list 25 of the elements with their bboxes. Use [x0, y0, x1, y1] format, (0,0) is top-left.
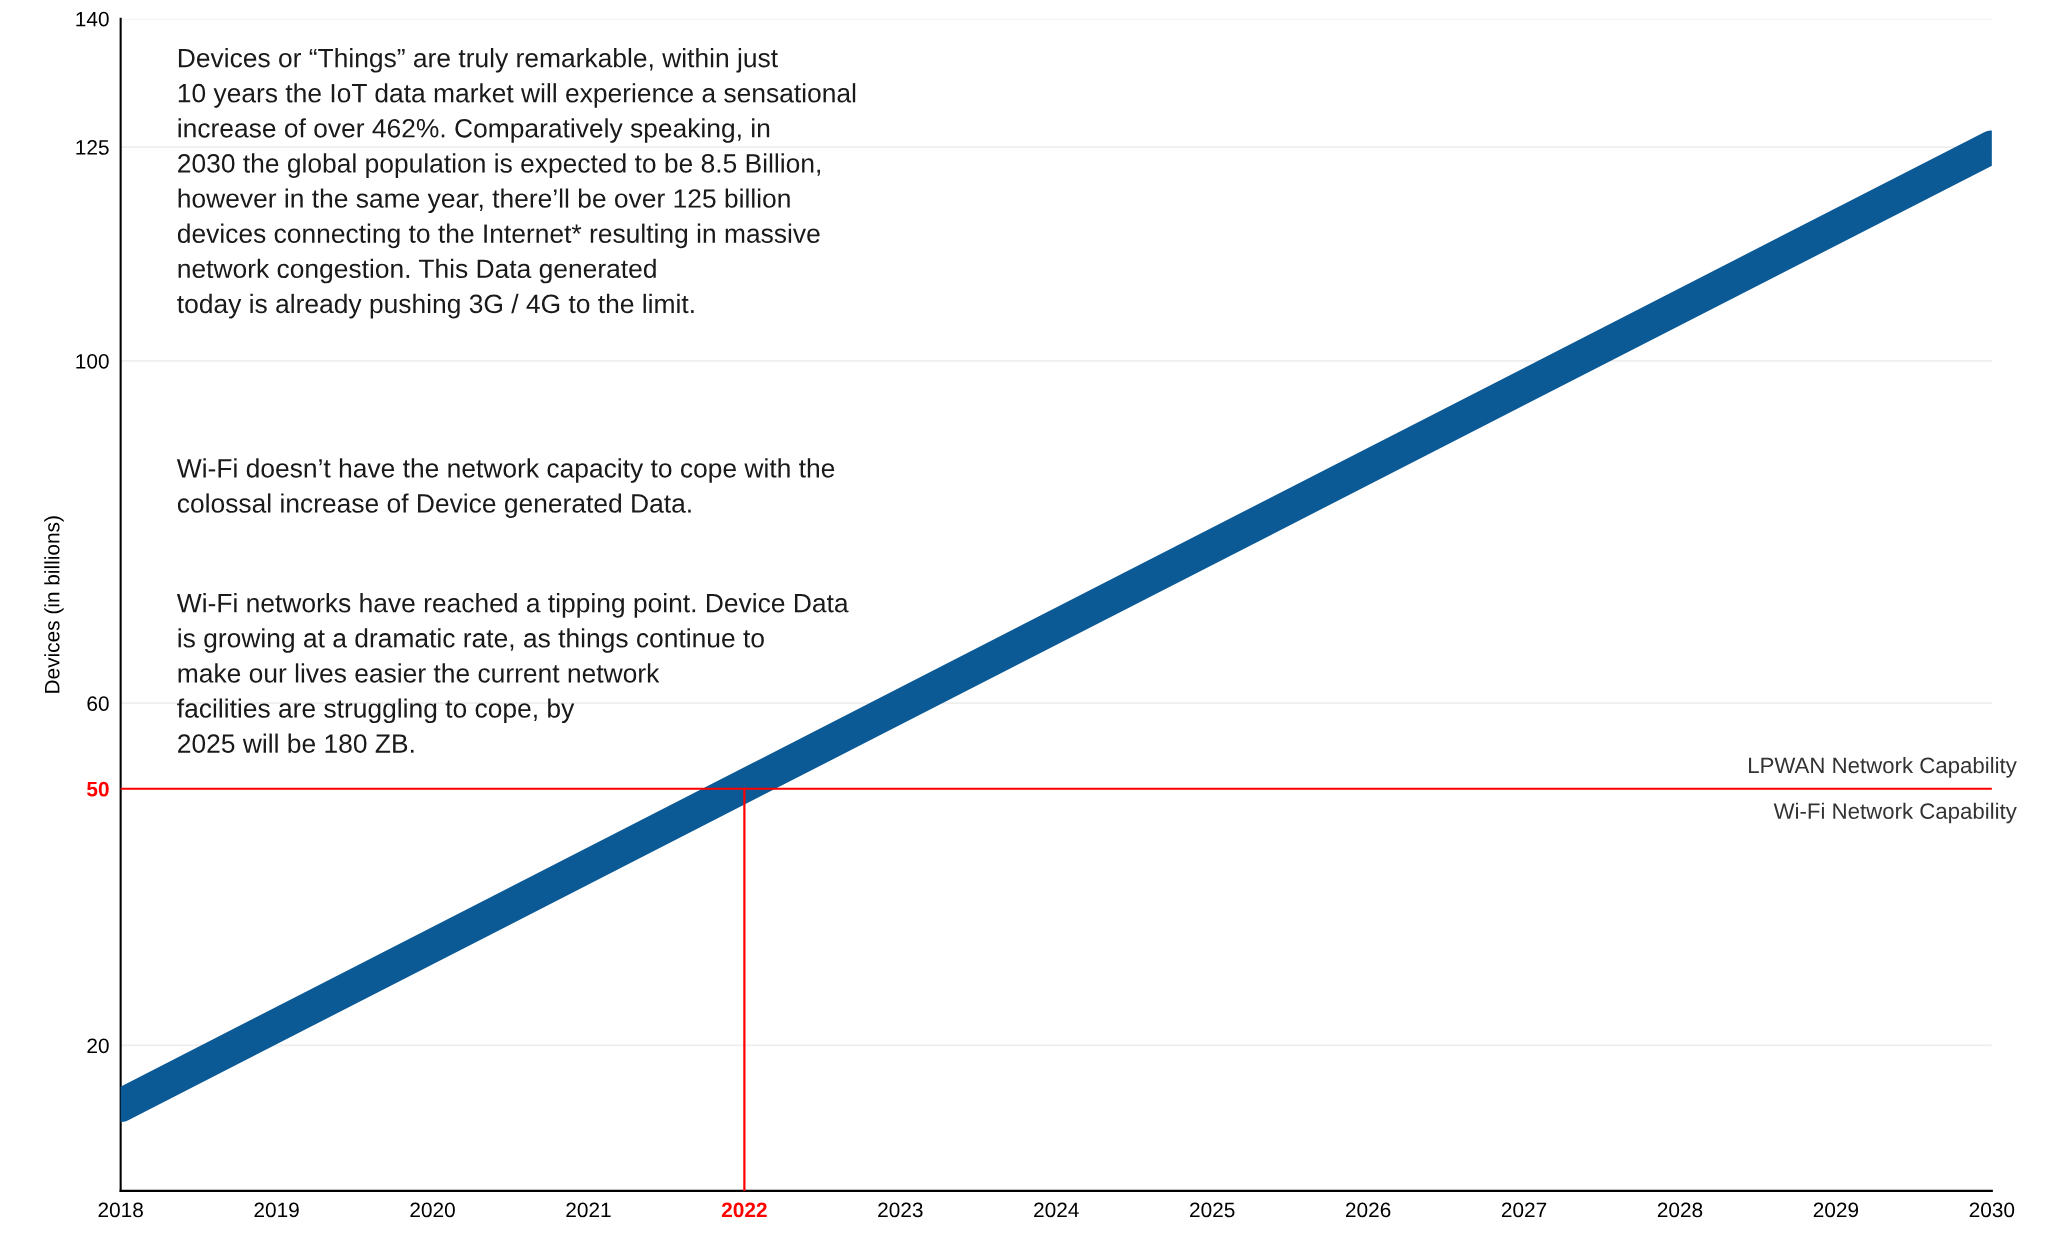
x-tick-label: 2019 — [254, 1202, 299, 1218]
x-tick-label: 2024 — [1034, 1202, 1079, 1218]
y-tick-label: 140 — [76, 11, 109, 27]
x-tick-label: 2028 — [1657, 1202, 1703, 1218]
y-tick-label: 60 — [87, 696, 109, 711]
x-tick-label: 2027 — [1501, 1202, 1547, 1218]
annotation: LPWAN Network Capability — [1749, 756, 2017, 778]
x-tick-label: 2018 — [98, 1202, 143, 1218]
x-tick-label: 2020 — [410, 1202, 455, 1218]
y-tick-label: 20 — [87, 1038, 109, 1054]
annotation: Wi-Fi doesn’t have the network capacity to cope with the colossal increase of Device generated Data. — [176, 458, 835, 518]
y-tick-label: 50 — [87, 781, 109, 797]
x-tick-label: 2021 — [566, 1202, 611, 1218]
y-axis-title: Devices (in billions) — [44, 516, 64, 693]
y-tick-label: 100 — [76, 353, 109, 369]
x-tick-label: 2030 — [1969, 1202, 2015, 1218]
x-tick-label: 2023 — [878, 1202, 923, 1218]
y-tick-label: 125 — [76, 140, 109, 155]
x-tick-label: 2026 — [1345, 1202, 1391, 1218]
annotation: Devices or “Things” are truly remarkable, within just 10 years the IoT data market will experience a sensational increase of over 462%. Comparatively speaking, in 2030 the global population is expected to be 8.5 Billion, however in the same year, there’ll be over 125 billion devices connecting to the Internet* resulting in massive network congestion. This Data generated today is already pushing 3G / 4G to the limit. — [177, 48, 856, 319]
annotation: Wi-Fi Network Capability — [1773, 802, 2017, 824]
x-tick-label: 2022 — [721, 1202, 767, 1218]
x-tick-label: 2025 — [1190, 1202, 1235, 1218]
annotation: Wi-Fi networks have reached a tipping point. Device Data is growing at a dramatic rate, as things continue to make our lives easier the current network facilities are struggling to cope, by 2025 will be 180 ZB. — [176, 593, 849, 753]
x-tick-label: 2029 — [1813, 1202, 1859, 1218]
